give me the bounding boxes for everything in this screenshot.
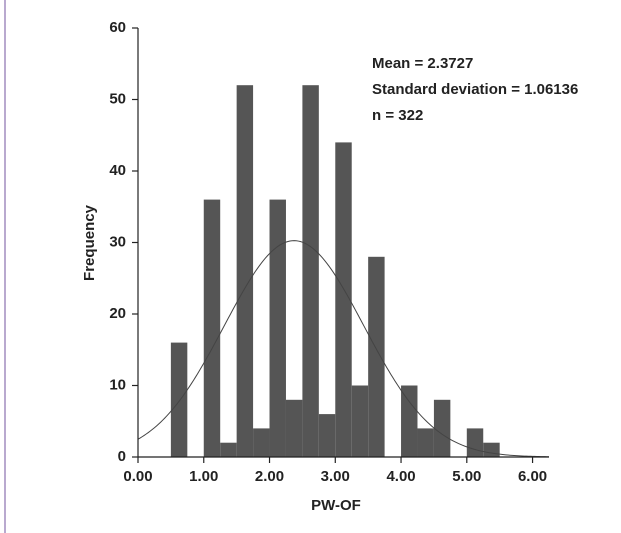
y-tick-label: 50: [109, 90, 126, 107]
bar: [220, 442, 237, 457]
x-tick-label: 0.00: [123, 468, 152, 485]
bar: [417, 428, 434, 457]
bar: [253, 428, 270, 457]
bar: [318, 414, 336, 457]
annotation: Standard deviation = 1.06136: [372, 81, 578, 98]
bar: [433, 399, 451, 457]
bar: [335, 142, 352, 457]
bar: [285, 399, 303, 457]
annotation: Mean = 2.3727: [372, 55, 473, 72]
bar: [351, 385, 369, 457]
bar: [269, 199, 286, 457]
x-tick-label: 3.00: [321, 468, 350, 485]
y-tick-label: 30: [109, 233, 126, 250]
x-tick-label: 4.00: [386, 468, 415, 485]
x-tick-label: 5.00: [452, 468, 481, 485]
y-tick-label: 0: [118, 448, 126, 465]
y-axis-label: Frequency: [81, 204, 98, 281]
bar: [302, 85, 319, 457]
bar: [170, 342, 188, 457]
bar: [483, 442, 500, 457]
y-tick-label: 60: [109, 19, 126, 36]
annotation: n = 322: [372, 107, 423, 124]
y-tick-label: 40: [109, 162, 126, 179]
y-tick-label: 20: [109, 305, 126, 322]
x-axis-label: PW-OF: [311, 497, 361, 514]
bar: [236, 85, 254, 457]
x-tick-label: 6.00: [518, 468, 547, 485]
normal-curve: [137, 240, 550, 458]
bar: [368, 256, 385, 457]
y-tick-label: 10: [109, 376, 126, 393]
x-tick-label: 2.00: [255, 468, 284, 485]
x-tick-label: 1.00: [189, 468, 218, 485]
bar: [401, 385, 418, 457]
bar: [466, 428, 484, 457]
bar: [203, 199, 221, 457]
